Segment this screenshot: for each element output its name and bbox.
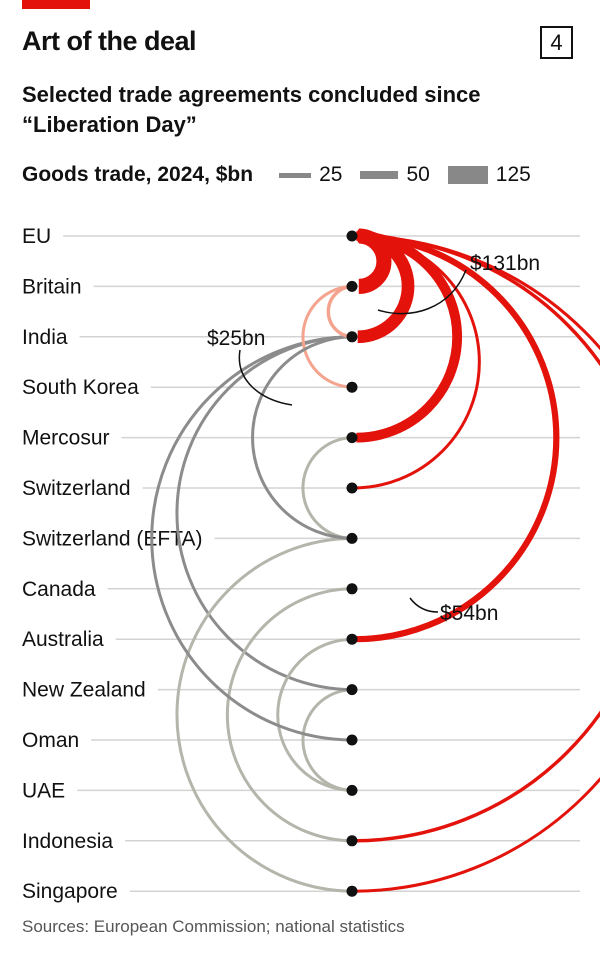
legend: Goods trade, 2024, $bn 25 50 125 — [22, 158, 549, 192]
arc-britain-south-korea — [301, 284, 354, 389]
row-label-india: India — [22, 326, 68, 349]
chart-title: Art of the deal — [22, 26, 197, 56]
brand-bar — [22, 0, 90, 9]
legend-swatch-50 — [360, 171, 399, 179]
arc-eu-britain — [358, 228, 392, 294]
node-switzerland — [346, 482, 358, 494]
row-label-uae: UAE — [22, 779, 65, 802]
row-label-new-zealand: New Zealand — [22, 679, 146, 702]
row-label-singapore: Singapore — [22, 880, 118, 903]
annotation-131: $131bn — [470, 252, 540, 275]
annotation-leader-25 — [238, 349, 293, 406]
node-india — [346, 331, 358, 343]
arc-india-oman — [150, 335, 354, 742]
row-label-indonesia: Indonesia — [22, 830, 113, 853]
node-britain — [346, 280, 358, 292]
annotation-leader-54 — [409, 597, 439, 613]
arc-australia-uae — [276, 637, 354, 792]
arc-india-new-zealand — [175, 335, 354, 692]
row-label-eu: EU — [22, 225, 51, 248]
row-label-oman: Oman — [22, 729, 79, 752]
annotation-25: $25bn — [207, 327, 265, 350]
row-label-canada: Canada — [22, 578, 96, 601]
annotation-leader-131 — [377, 269, 467, 315]
arc-eu-singapore — [353, 234, 600, 893]
legend-title: Goods trade, 2024, $bn — [22, 163, 254, 186]
legend-item-25: 25 — [279, 163, 342, 187]
legend-label-25: 25 — [319, 163, 343, 186]
arc-india-switzerland-efta — [251, 335, 354, 540]
arc-eu-australia — [354, 232, 560, 643]
legend-item-125: 125 — [447, 163, 531, 187]
node-indonesia — [346, 835, 358, 847]
node-eu — [346, 230, 358, 242]
row-label-switzerland-efta: Switzerland (EFTA) — [22, 527, 202, 550]
arc-britain-india — [326, 284, 354, 339]
legend-swatch-25 — [279, 172, 312, 178]
node-south-korea — [346, 381, 358, 393]
node-new-zealand — [346, 684, 358, 696]
arc-new-zealand-uae — [301, 688, 354, 792]
legend-label-125: 125 — [495, 163, 531, 186]
node-australia — [346, 633, 358, 645]
legend-swatch-125 — [447, 166, 488, 184]
row-label-mercosur: Mercosur — [22, 427, 110, 450]
node-switzerland-efta — [346, 532, 358, 544]
arc-canada-indonesia — [225, 587, 354, 843]
row-label-australia: Australia — [22, 628, 104, 651]
node-mercosur — [346, 432, 358, 444]
row-label-britain: Britain — [22, 275, 82, 298]
row-label-switzerland: Switzerland — [22, 477, 131, 500]
legend-label-50: 50 — [406, 163, 430, 186]
node-uae — [346, 784, 358, 796]
row-label-south-korea: South Korea — [22, 376, 139, 399]
node-oman — [346, 734, 358, 746]
chart-subtitle: Selected trade agreements concluded sinc… — [22, 82, 481, 137]
chart-number-badge: 4 — [540, 26, 573, 59]
node-canada — [346, 583, 358, 595]
annotation-54: $54bn — [440, 602, 498, 625]
arc-eu-indonesia — [353, 234, 600, 843]
arc-eu-mercosur — [356, 231, 463, 443]
legend-item-50: 50 — [360, 163, 430, 187]
source-note: Sources: European Commission; national s… — [22, 917, 405, 936]
node-singapore — [346, 885, 358, 897]
arc-mercosur-switzerland-efta — [301, 436, 354, 540]
arc-switzerland-efta-singapore — [175, 536, 354, 893]
